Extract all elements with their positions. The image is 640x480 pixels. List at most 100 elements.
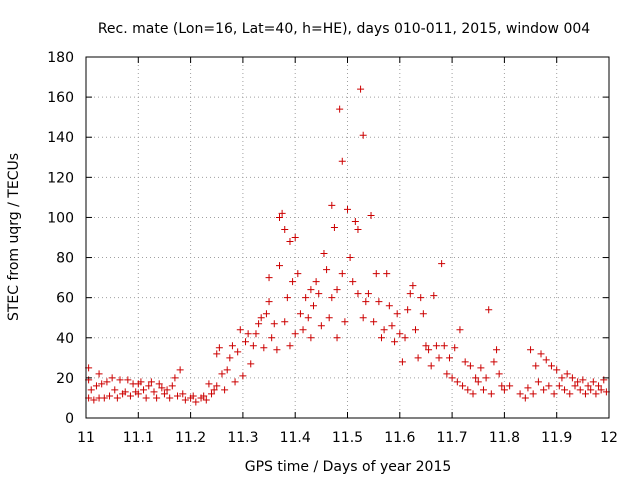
data-point <box>226 354 234 362</box>
y-tick-label: 160 <box>47 90 74 106</box>
data-point <box>532 362 540 370</box>
data-point <box>498 382 506 390</box>
data-point <box>179 390 187 398</box>
data-point <box>359 131 367 139</box>
data-point <box>357 85 365 93</box>
data-point <box>153 394 161 402</box>
data-point <box>558 374 566 382</box>
data-point <box>404 306 412 314</box>
data-point <box>451 344 459 352</box>
x-tick-label: 12 <box>600 430 618 446</box>
data-point <box>571 382 579 390</box>
data-point <box>95 370 103 378</box>
data-point <box>223 366 231 374</box>
data-point <box>270 320 278 328</box>
data-point <box>215 344 223 352</box>
data-point <box>351 217 359 225</box>
data-point <box>537 350 545 358</box>
data-point <box>430 292 438 300</box>
data-point <box>414 354 422 362</box>
data-point <box>377 334 385 342</box>
data-point <box>276 213 284 221</box>
y-tick-label: 20 <box>56 371 74 387</box>
data-point <box>304 314 312 322</box>
data-point <box>409 282 417 290</box>
data-point <box>477 364 485 372</box>
y-tick-label: 60 <box>56 291 74 307</box>
data-point <box>286 342 294 350</box>
data-point <box>461 358 469 366</box>
data-point <box>422 342 430 350</box>
data-point <box>328 294 336 302</box>
x-tick-label: 11.2 <box>175 430 206 446</box>
data-point <box>116 376 124 384</box>
data-point <box>255 320 263 328</box>
data-point <box>490 358 498 366</box>
data-point <box>218 370 226 378</box>
y-axis-label: STEC from uqrg / TECUs <box>6 153 22 321</box>
data-point <box>474 378 482 386</box>
data-point <box>362 298 370 306</box>
x-tick-label: 11.8 <box>489 430 520 446</box>
data-point <box>281 225 289 233</box>
data-point <box>545 382 553 390</box>
data-point <box>553 366 561 374</box>
data-point <box>521 394 529 402</box>
data-point <box>236 326 244 334</box>
data-point <box>401 334 409 342</box>
data-point <box>493 346 501 354</box>
data-point <box>349 278 357 286</box>
data-point <box>87 386 95 394</box>
data-point <box>448 374 456 382</box>
data-point <box>555 382 563 390</box>
data-point <box>228 342 236 350</box>
data-point <box>375 298 383 306</box>
data-point <box>317 322 325 330</box>
data-point <box>262 310 270 318</box>
x-tick-label: 11 <box>77 430 95 446</box>
data-point <box>487 390 495 398</box>
y-tick-label: 100 <box>47 210 74 226</box>
data-point <box>244 330 252 338</box>
data-point <box>529 390 537 398</box>
data-point <box>597 386 605 394</box>
data-point <box>315 290 323 298</box>
data-point <box>542 356 550 364</box>
data-point <box>440 342 448 350</box>
x-tick-label: 11.4 <box>280 430 311 446</box>
data-point <box>323 266 331 274</box>
data-point <box>299 326 307 334</box>
data-point <box>134 390 142 398</box>
data-point <box>189 392 197 400</box>
data-point <box>432 342 440 350</box>
x-tick-label: 11.1 <box>123 430 154 446</box>
y-tick-label: 0 <box>65 411 74 427</box>
data-point <box>257 314 265 322</box>
data-point <box>391 338 399 346</box>
data-point <box>291 234 299 241</box>
data-point <box>592 390 600 398</box>
data-point <box>265 298 273 306</box>
data-point <box>527 346 535 354</box>
data-point <box>579 376 587 384</box>
grid <box>86 57 609 418</box>
data-point <box>453 378 461 386</box>
data-point <box>103 378 111 386</box>
data-point <box>98 380 106 388</box>
data-point <box>147 378 155 386</box>
data-point <box>242 338 250 346</box>
data-point <box>286 238 294 246</box>
data-point <box>581 390 589 398</box>
data-point <box>289 278 297 286</box>
data-point <box>213 350 221 358</box>
data-point <box>171 374 179 382</box>
data-point <box>249 342 257 350</box>
data-point <box>108 374 116 382</box>
data-point <box>336 105 344 113</box>
data-point <box>464 386 472 394</box>
data-point <box>213 382 221 390</box>
data-point <box>278 209 286 217</box>
data-point <box>124 376 132 384</box>
data-point <box>92 382 100 390</box>
